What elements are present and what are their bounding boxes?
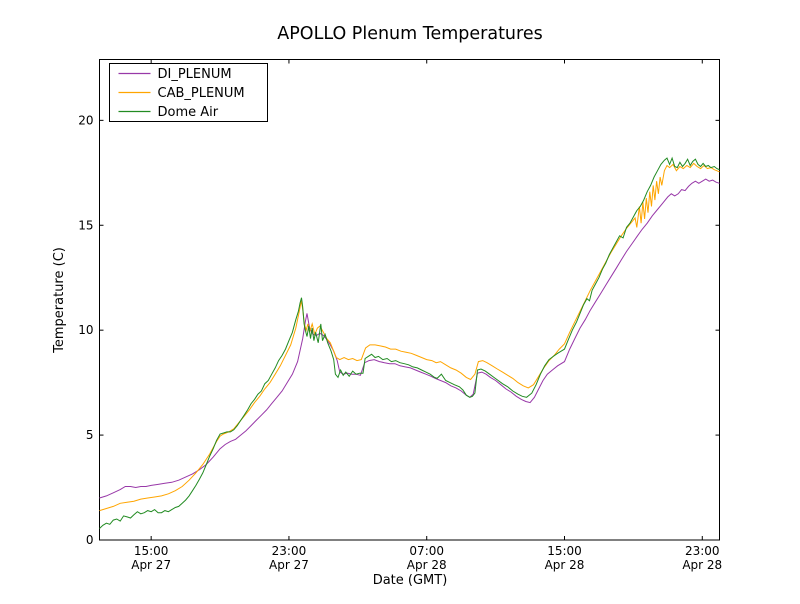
x-tick-label-date: Apr 28 <box>545 558 585 572</box>
series-line-DI_PLENUM <box>99 178 720 499</box>
x-tick-label-time: 23:00 <box>685 544 720 558</box>
legend-label: DI_PLENUM <box>158 67 232 82</box>
series-lines <box>99 156 720 529</box>
y-tick-labels: 0 5 10 15 20 <box>78 113 93 547</box>
x-tick-label-date: Apr 28 <box>407 558 447 572</box>
series-line-CAB_PLENUM <box>99 162 720 512</box>
x-tick-label-time: 23:00 <box>272 544 307 558</box>
legend-label: CAB_PLENUM <box>158 86 245 101</box>
y-tick-label: 20 <box>78 113 93 127</box>
y-axis-label: Temperature (C) <box>52 247 67 354</box>
x-axis-label: Date (GMT) <box>373 573 448 588</box>
y-tick-label: 5 <box>86 428 94 442</box>
chart-title: APOLLO Plenum Temperatures <box>277 24 542 44</box>
x-tick-label-time: 15:00 <box>547 544 582 558</box>
x-tick-label-time: 15:00 <box>134 544 169 558</box>
y-tick-label: 0 <box>86 533 94 547</box>
series-line-Dome-Air <box>99 156 720 529</box>
legend: DI_PLENUM CAB_PLENUM Dome Air <box>109 63 268 122</box>
axis-ticks <box>99 59 720 541</box>
plot-border <box>99 59 720 541</box>
y-tick-label: 15 <box>78 218 93 232</box>
x-tick-label-date: Apr 28 <box>682 558 722 572</box>
x-tick-label-time: 07:00 <box>409 544 444 558</box>
y-tick-label: 10 <box>78 323 93 337</box>
x-tick-label-date: Apr 27 <box>131 558 171 572</box>
x-tick-label-date: Apr 27 <box>269 558 309 572</box>
legend-label: Dome Air <box>158 105 219 120</box>
